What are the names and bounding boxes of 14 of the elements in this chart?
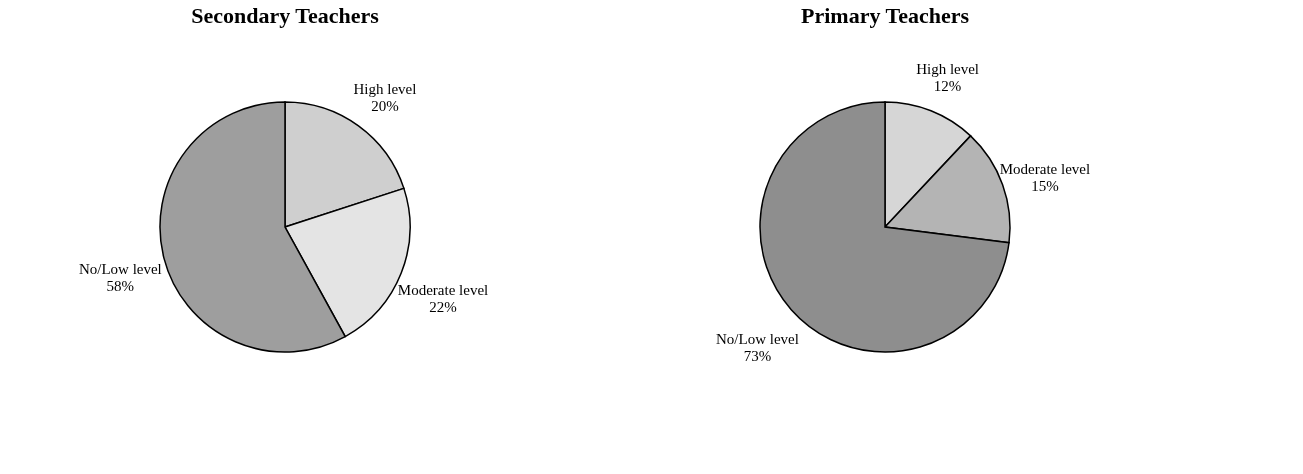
slice-label: No/Low level — [78, 261, 162, 278]
data-label: 20% — [371, 98, 399, 115]
slice-label: No/Low level — [716, 331, 799, 348]
slice-label: High level — [353, 81, 417, 98]
slice-label: Moderate level — [999, 161, 1091, 178]
chart-title: Primary Teachers — [800, 3, 970, 28]
data-label: 12% — [933, 77, 962, 94]
data-label: 58% — [106, 278, 135, 295]
chart-title: Secondary Teachers — [191, 3, 380, 28]
data-label: 22% — [429, 298, 457, 315]
data-label: 15% — [1031, 178, 1059, 195]
slice-label: High level — [916, 60, 980, 77]
data-label: 73% — [743, 348, 772, 365]
slice-label: Moderate level — [397, 281, 489, 298]
